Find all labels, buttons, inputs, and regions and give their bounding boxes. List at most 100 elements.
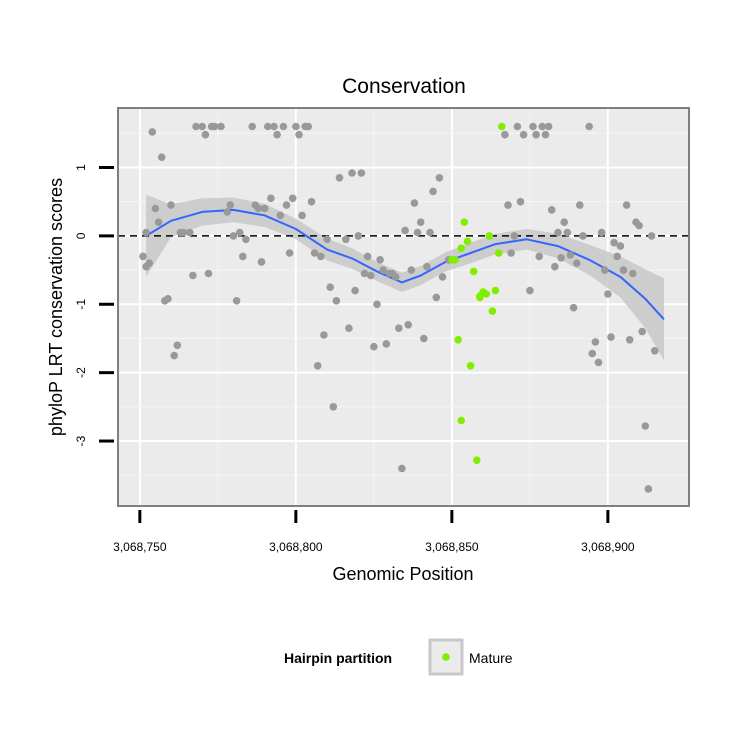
mature-point xyxy=(457,244,466,252)
data-point xyxy=(360,269,369,278)
data-point xyxy=(282,201,291,209)
data-point xyxy=(264,122,272,131)
data-point xyxy=(295,130,303,139)
y-tick-label: 1 xyxy=(74,164,88,171)
data-point xyxy=(644,485,653,493)
data-point xyxy=(401,226,409,235)
data-point xyxy=(342,235,350,244)
data-point xyxy=(276,211,285,220)
mature-point xyxy=(485,232,494,240)
data-point xyxy=(363,252,372,261)
data-point xyxy=(139,252,147,261)
data-point xyxy=(547,206,556,214)
data-point xyxy=(332,297,341,305)
data-point xyxy=(323,235,331,244)
data-point xyxy=(151,204,160,213)
data-point xyxy=(370,342,378,351)
mature-point xyxy=(494,249,503,257)
data-point xyxy=(526,286,534,295)
y-axis: 1 0 -1 -2 -3 xyxy=(74,164,114,446)
data-point xyxy=(285,249,294,257)
data-point xyxy=(551,262,559,271)
data-point xyxy=(167,201,175,209)
data-point xyxy=(420,334,428,343)
data-point xyxy=(407,266,416,274)
data-point xyxy=(329,403,338,411)
x-tick-label: 3,068,900 xyxy=(581,540,635,554)
smooth-curve xyxy=(145,208,665,320)
mature-point xyxy=(457,416,466,425)
data-point xyxy=(198,122,206,131)
data-point xyxy=(601,266,609,274)
data-point xyxy=(229,232,238,240)
data-point xyxy=(410,199,419,207)
data-point xyxy=(635,221,643,230)
data-point xyxy=(541,130,550,139)
mature-point xyxy=(498,122,506,131)
data-point xyxy=(345,324,353,333)
data-point xyxy=(304,122,313,131)
data-point xyxy=(610,238,618,247)
data-point xyxy=(357,169,366,177)
data-point xyxy=(391,273,400,281)
data-point xyxy=(641,422,650,430)
data-point xyxy=(560,218,568,226)
data-point xyxy=(604,290,612,298)
data-point xyxy=(373,300,381,309)
data-point xyxy=(298,211,306,220)
data-point xyxy=(510,232,519,240)
data-point xyxy=(538,122,547,131)
data-point xyxy=(145,259,153,268)
data-point xyxy=(201,130,210,139)
data-point xyxy=(239,252,247,261)
data-point xyxy=(170,351,178,360)
data-point xyxy=(513,122,522,131)
data-point xyxy=(148,128,157,136)
x-tick-label: 3,068,850 xyxy=(425,540,479,554)
data-point xyxy=(395,324,403,333)
data-point xyxy=(164,295,172,303)
x-axis: 3,068,750 3,068,800 3,068,850 3,068,900 xyxy=(113,510,635,554)
data-point xyxy=(217,122,225,131)
data-point xyxy=(354,232,363,240)
data-point xyxy=(638,327,646,336)
data-point xyxy=(317,252,325,261)
x-tick-label: 3,068,750 xyxy=(113,540,167,554)
data-point xyxy=(532,130,540,139)
data-point xyxy=(235,228,244,237)
data-point xyxy=(154,218,163,226)
data-point xyxy=(516,197,525,206)
data-point xyxy=(320,331,328,339)
data-point xyxy=(260,204,269,213)
y-tick-label: -1 xyxy=(74,299,88,310)
data-point xyxy=(379,266,388,274)
x-tick-label: 3,068,800 xyxy=(269,540,323,554)
data-point xyxy=(519,130,528,139)
data-point xyxy=(597,228,606,237)
data-point xyxy=(376,255,384,264)
legend-title: Hairpin partition xyxy=(284,650,392,666)
data-point xyxy=(413,228,422,237)
data-point xyxy=(179,228,188,237)
data-point xyxy=(157,153,166,161)
data-point xyxy=(416,218,425,226)
legend: Hairpin partition Mature xyxy=(284,638,513,676)
mature-point xyxy=(488,307,497,315)
smooth-trend-line xyxy=(145,208,665,320)
data-point xyxy=(248,122,256,131)
data-point xyxy=(622,201,631,209)
data-point xyxy=(576,201,584,209)
y-tick-label: -2 xyxy=(74,367,88,378)
data-point xyxy=(566,251,575,259)
mature-point xyxy=(460,218,469,226)
data-point xyxy=(438,273,447,281)
data-point xyxy=(348,169,356,177)
data-point xyxy=(242,235,250,244)
data-point xyxy=(563,228,572,237)
mature-point xyxy=(466,362,475,370)
mature-point xyxy=(482,290,491,298)
data-point xyxy=(326,283,335,292)
data-point xyxy=(625,336,634,344)
mature-point xyxy=(469,267,478,276)
data-point xyxy=(423,262,431,271)
